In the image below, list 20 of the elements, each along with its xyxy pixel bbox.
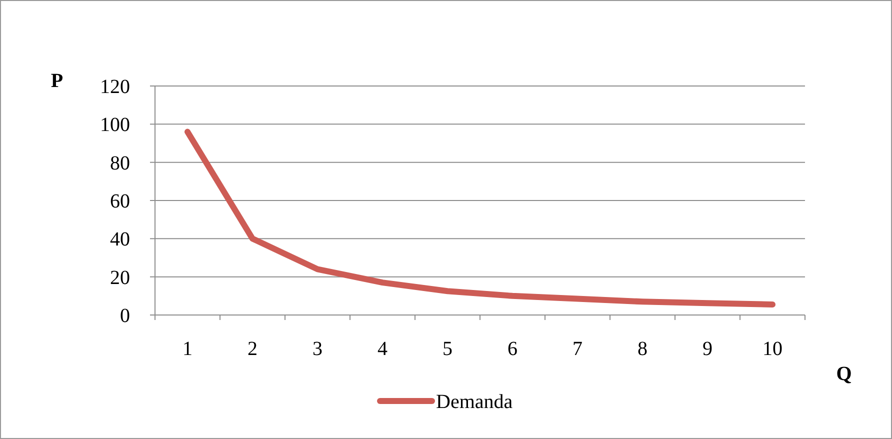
y-tick-label: 0	[120, 305, 130, 327]
y-tick-label: 20	[110, 266, 130, 289]
y-tick-label: 100	[100, 114, 130, 136]
x-tick-label: 9	[702, 338, 712, 360]
x-axis-title: Q	[836, 363, 852, 385]
x-tick-label: 5	[442, 338, 452, 360]
y-tick-label: 60	[110, 190, 130, 212]
y-tick-label: 80	[110, 152, 130, 174]
y-tick-label: 120	[100, 76, 130, 98]
x-tick-label: 6	[508, 338, 518, 360]
y-tick-label: 40	[110, 228, 130, 251]
x-tick-label: 8	[638, 338, 648, 360]
x-tick-label: 2	[248, 338, 258, 360]
x-tick-label: 4	[378, 338, 388, 360]
x-tick-label: 3	[312, 338, 322, 360]
x-tick-label: 7	[572, 338, 582, 360]
x-tick-label: 10	[762, 338, 782, 360]
y-axis-title: P	[50, 70, 64, 92]
legend-label: Demanda	[436, 391, 513, 413]
x-tick-label: 1	[182, 338, 192, 360]
